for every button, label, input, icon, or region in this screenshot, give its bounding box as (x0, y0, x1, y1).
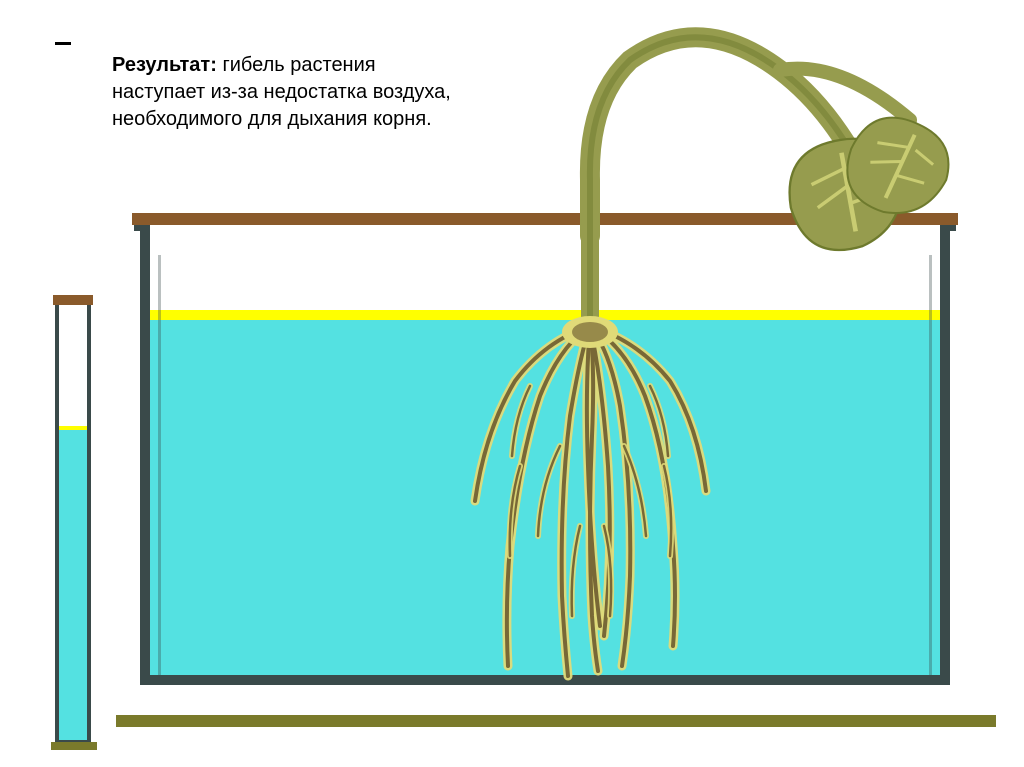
experiment-diagram (0, 0, 1024, 767)
